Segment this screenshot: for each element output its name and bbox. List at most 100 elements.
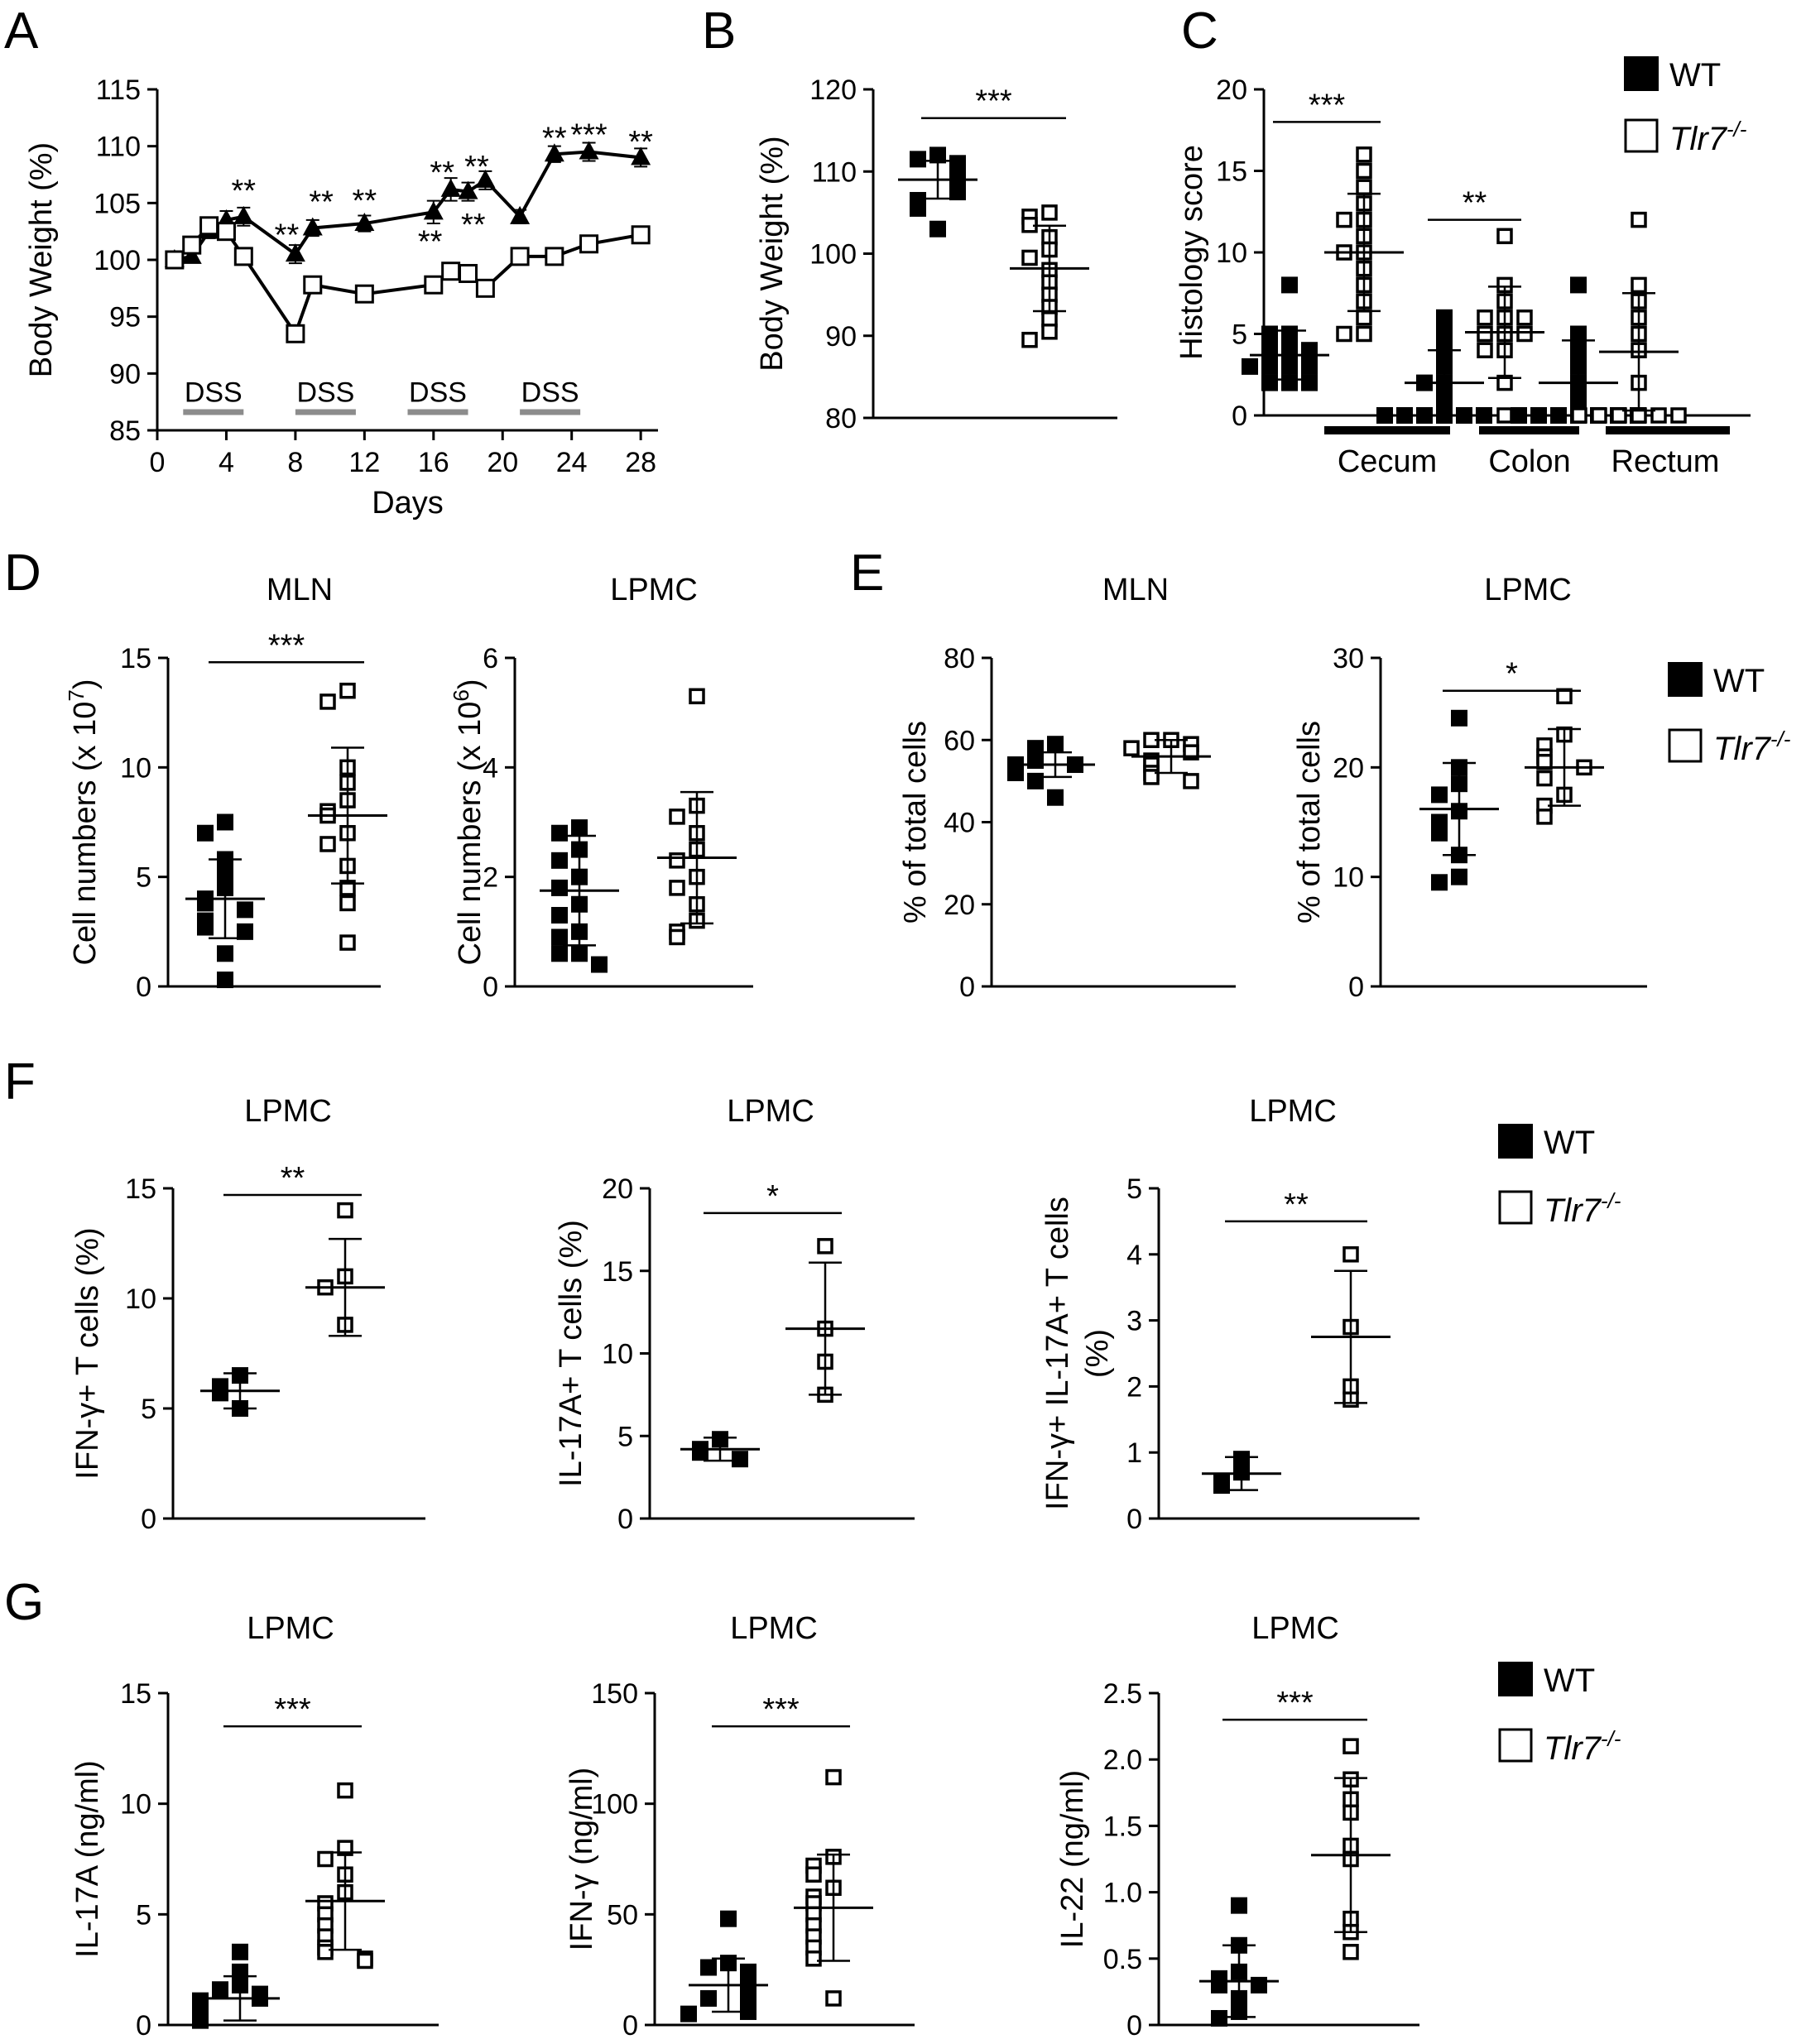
dss-label: DSS [521, 377, 579, 409]
significance-label: *** [762, 1692, 800, 1727]
data-point [1027, 752, 1044, 770]
y-tick-label: 1.0 [1103, 1878, 1142, 1909]
category-label: Colon [1488, 444, 1570, 479]
y-tick-label: 90 [109, 358, 141, 390]
data-point [689, 688, 705, 705]
y-tick-label: 15 [1216, 156, 1247, 188]
data-point [181, 245, 202, 264]
data-point [1511, 407, 1527, 424]
legend-wt-label: WT [1669, 57, 1721, 94]
y-tick-label: 0 [1348, 972, 1364, 1003]
data-point [692, 1444, 708, 1461]
y-tick-label: 20 [602, 1173, 633, 1205]
legend-wt-swatch [1498, 1662, 1533, 1696]
chart-G2: 0 50 100 150 LPMC *** IFN-γ (ng/ml) [564, 1611, 915, 2042]
data-point [1336, 211, 1352, 228]
y-tick-label: 0 [1126, 1504, 1142, 1535]
x-axis-label: Days [372, 486, 444, 521]
significance-label: ** [628, 125, 653, 160]
data-point [1536, 770, 1553, 787]
legend-wt-swatch [1498, 1124, 1533, 1159]
y-axis-label: Cell numbers (x 106) [449, 679, 488, 965]
data-point [212, 1384, 228, 1402]
data-point [732, 1451, 748, 1468]
chart-B: 80 90 100 110 120 *** Body Weight (%) [755, 74, 1117, 434]
significance-label: ** [1463, 186, 1487, 221]
data-point [1476, 407, 1492, 424]
data-point [319, 836, 336, 852]
data-point [1650, 407, 1667, 424]
y-axis-label: IL-22 (ng/ml) [1055, 1770, 1090, 1948]
chart-D2: 0 2 4 6 LPMC Cell numbers (x 106) [449, 573, 753, 1003]
data-point [1456, 407, 1472, 424]
y-tick-label: 5 [141, 1394, 156, 1425]
x-tick-label: 8 [287, 447, 303, 478]
data-point [339, 895, 356, 912]
y-tick-label: 5 [1126, 1173, 1142, 1205]
y-tick-label: 5 [1232, 319, 1247, 351]
data-point [544, 143, 564, 162]
data-point [212, 1981, 228, 1998]
y-tick-label: 1.5 [1103, 1811, 1142, 1842]
data-point [1261, 325, 1278, 343]
data-point [1591, 407, 1607, 424]
y-tick-label: 20 [1216, 74, 1247, 106]
significance-label: *** [274, 1692, 311, 1727]
significance-label: ** [542, 122, 567, 156]
chart-title: LPMC [610, 573, 698, 607]
data-point [1356, 309, 1372, 326]
data-point [1301, 374, 1318, 391]
x-tick-label: 0 [150, 447, 166, 478]
x-tick-label: 28 [625, 447, 656, 478]
y-axis-label: Body Weight (%) [24, 142, 59, 377]
data-point [1336, 325, 1352, 343]
y-tick-label: 100 [94, 245, 141, 276]
data-point [1416, 407, 1433, 424]
data-point [285, 243, 305, 262]
chart-G1: 0 5 10 15 LPMC *** IL-17A (ng/ml) [70, 1611, 439, 2042]
y-tick-label: 20 [1333, 752, 1364, 784]
data-point [1451, 709, 1467, 727]
data-point [354, 284, 374, 304]
data-point [825, 1768, 842, 1786]
data-point [551, 945, 568, 962]
y-tick-label: 95 [109, 302, 141, 333]
data-point [1611, 407, 1627, 424]
data-point [571, 945, 588, 962]
data-point [1556, 688, 1573, 705]
x-tick-label: 20 [487, 447, 518, 478]
legend-row3: WT Tlr7-/- [1498, 1124, 1621, 1229]
data-point [1123, 740, 1140, 756]
data-point [1477, 325, 1493, 343]
data-point [1516, 325, 1533, 343]
legend-ko-label: Tlr7-/- [1713, 727, 1791, 767]
chart-title: LPMC [1249, 1094, 1337, 1129]
data-point [1451, 868, 1467, 885]
y-axis-label: Histology score [1174, 145, 1209, 360]
chart-title: LPMC [244, 1094, 332, 1129]
y-axis-label: IL-17A+ T cells (%) [554, 1220, 588, 1487]
data-point [339, 934, 356, 951]
data-point [286, 324, 305, 343]
y-tick-label: 4 [483, 752, 498, 784]
data-point [440, 178, 461, 197]
data-point [1356, 325, 1372, 343]
chart-F3: 0 1 2 3 4 5 LPMC ** IFN-γ+ IL-17A+ T cells (%) [1040, 1094, 1419, 1535]
x-tick-label: 4 [219, 447, 234, 478]
y-tick-label: 10 [1333, 862, 1364, 894]
chart-E2: 0 10 20 30 LPMC * % of total cells [1292, 573, 1647, 1003]
data-point [1530, 407, 1547, 424]
data-point [631, 225, 651, 245]
significance-label: *** [570, 118, 608, 153]
data-point [510, 205, 531, 224]
y-axis-label: IFN-γ+ T cells (%) [70, 1227, 105, 1479]
y-tick-label: 0 [1126, 2010, 1142, 2042]
data-point [1496, 228, 1513, 245]
data-point [317, 1850, 334, 1868]
data-point [1211, 1976, 1227, 1994]
y-tick-label: 100 [809, 239, 857, 271]
significance-label: ** [309, 185, 334, 220]
data-point [1670, 407, 1687, 424]
y-tick-label: 0 [483, 972, 498, 1003]
